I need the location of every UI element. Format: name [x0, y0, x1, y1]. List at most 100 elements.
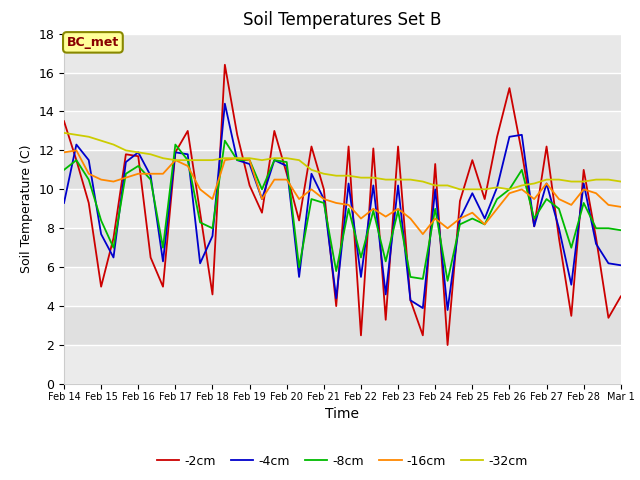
-4cm: [72, 142, 80, 147]
-8cm: [308, 196, 316, 202]
-4cm: [196, 261, 204, 266]
Bar: [64, 72, 621, 111]
-2cm: [568, 313, 575, 319]
-4cm: [332, 296, 340, 301]
-32cm: [406, 177, 414, 182]
-2cm: [234, 132, 241, 138]
-4cm: [221, 101, 228, 107]
-4cm: [283, 163, 291, 169]
-4cm: [406, 298, 414, 303]
Line: -2cm: -2cm: [64, 65, 621, 345]
-16cm: [406, 216, 414, 221]
-8cm: [357, 254, 365, 260]
-8cm: [568, 245, 575, 251]
-16cm: [221, 157, 228, 163]
-8cm: [295, 264, 303, 270]
-32cm: [568, 179, 575, 184]
-32cm: [97, 138, 105, 144]
-8cm: [196, 219, 204, 225]
-2cm: [308, 144, 316, 149]
-4cm: [518, 132, 525, 138]
-8cm: [605, 226, 612, 231]
-16cm: [493, 206, 501, 212]
-16cm: [196, 186, 204, 192]
-4cm: [605, 261, 612, 266]
-16cm: [431, 216, 439, 221]
-4cm: [234, 157, 241, 163]
-16cm: [468, 210, 476, 216]
Legend: -2cm, -4cm, -8cm, -16cm, -32cm: -2cm, -4cm, -8cm, -16cm, -32cm: [152, 450, 533, 473]
-16cm: [271, 177, 278, 182]
-4cm: [369, 182, 377, 188]
-2cm: [320, 186, 328, 192]
-2cm: [295, 217, 303, 223]
Bar: [64, 345, 621, 384]
Bar: [64, 267, 621, 306]
-16cm: [506, 191, 513, 196]
-2cm: [332, 303, 340, 309]
-16cm: [394, 206, 402, 212]
-8cm: [159, 245, 167, 251]
-16cm: [481, 221, 488, 227]
-4cm: [617, 263, 625, 268]
-8cm: [369, 208, 377, 214]
-32cm: [159, 156, 167, 161]
-32cm: [308, 167, 316, 173]
-16cm: [568, 202, 575, 208]
-4cm: [184, 151, 191, 157]
-4cm: [506, 134, 513, 140]
-8cm: [209, 226, 216, 231]
-16cm: [605, 202, 612, 208]
Bar: [64, 306, 621, 345]
-16cm: [147, 171, 154, 177]
-8cm: [246, 157, 253, 163]
-2cm: [283, 171, 291, 177]
-2cm: [468, 157, 476, 163]
-2cm: [580, 167, 588, 173]
Bar: [64, 111, 621, 150]
-2cm: [246, 182, 253, 188]
-4cm: [568, 282, 575, 288]
-2cm: [406, 298, 414, 303]
-2cm: [481, 196, 488, 202]
-8cm: [109, 245, 117, 251]
-32cm: [147, 151, 154, 157]
-32cm: [85, 134, 93, 140]
-8cm: [419, 276, 427, 282]
-2cm: [394, 144, 402, 149]
-8cm: [332, 268, 340, 274]
-2cm: [531, 224, 538, 229]
-8cm: [258, 186, 266, 192]
-8cm: [345, 206, 353, 212]
-4cm: [85, 157, 93, 163]
-32cm: [246, 156, 253, 161]
-32cm: [72, 132, 80, 138]
-4cm: [295, 274, 303, 280]
-8cm: [134, 163, 142, 169]
-2cm: [493, 134, 501, 140]
-32cm: [518, 182, 525, 188]
-8cm: [172, 142, 179, 147]
-8cm: [543, 196, 550, 202]
-16cm: [456, 216, 464, 221]
Title: Soil Temperatures Set B: Soil Temperatures Set B: [243, 11, 442, 29]
-32cm: [134, 149, 142, 155]
-32cm: [605, 177, 612, 182]
-32cm: [332, 173, 340, 179]
-32cm: [357, 175, 365, 180]
-4cm: [468, 191, 476, 196]
-16cm: [122, 175, 130, 180]
-8cm: [97, 217, 105, 223]
-2cm: [122, 151, 130, 157]
-32cm: [444, 182, 451, 188]
-4cm: [271, 157, 278, 163]
-16cm: [617, 204, 625, 210]
-16cm: [295, 196, 303, 202]
-16cm: [209, 196, 216, 202]
Line: -8cm: -8cm: [64, 141, 621, 281]
Bar: [64, 189, 621, 228]
-8cm: [184, 157, 191, 163]
-4cm: [419, 305, 427, 311]
-8cm: [493, 196, 501, 202]
-4cm: [444, 307, 451, 313]
